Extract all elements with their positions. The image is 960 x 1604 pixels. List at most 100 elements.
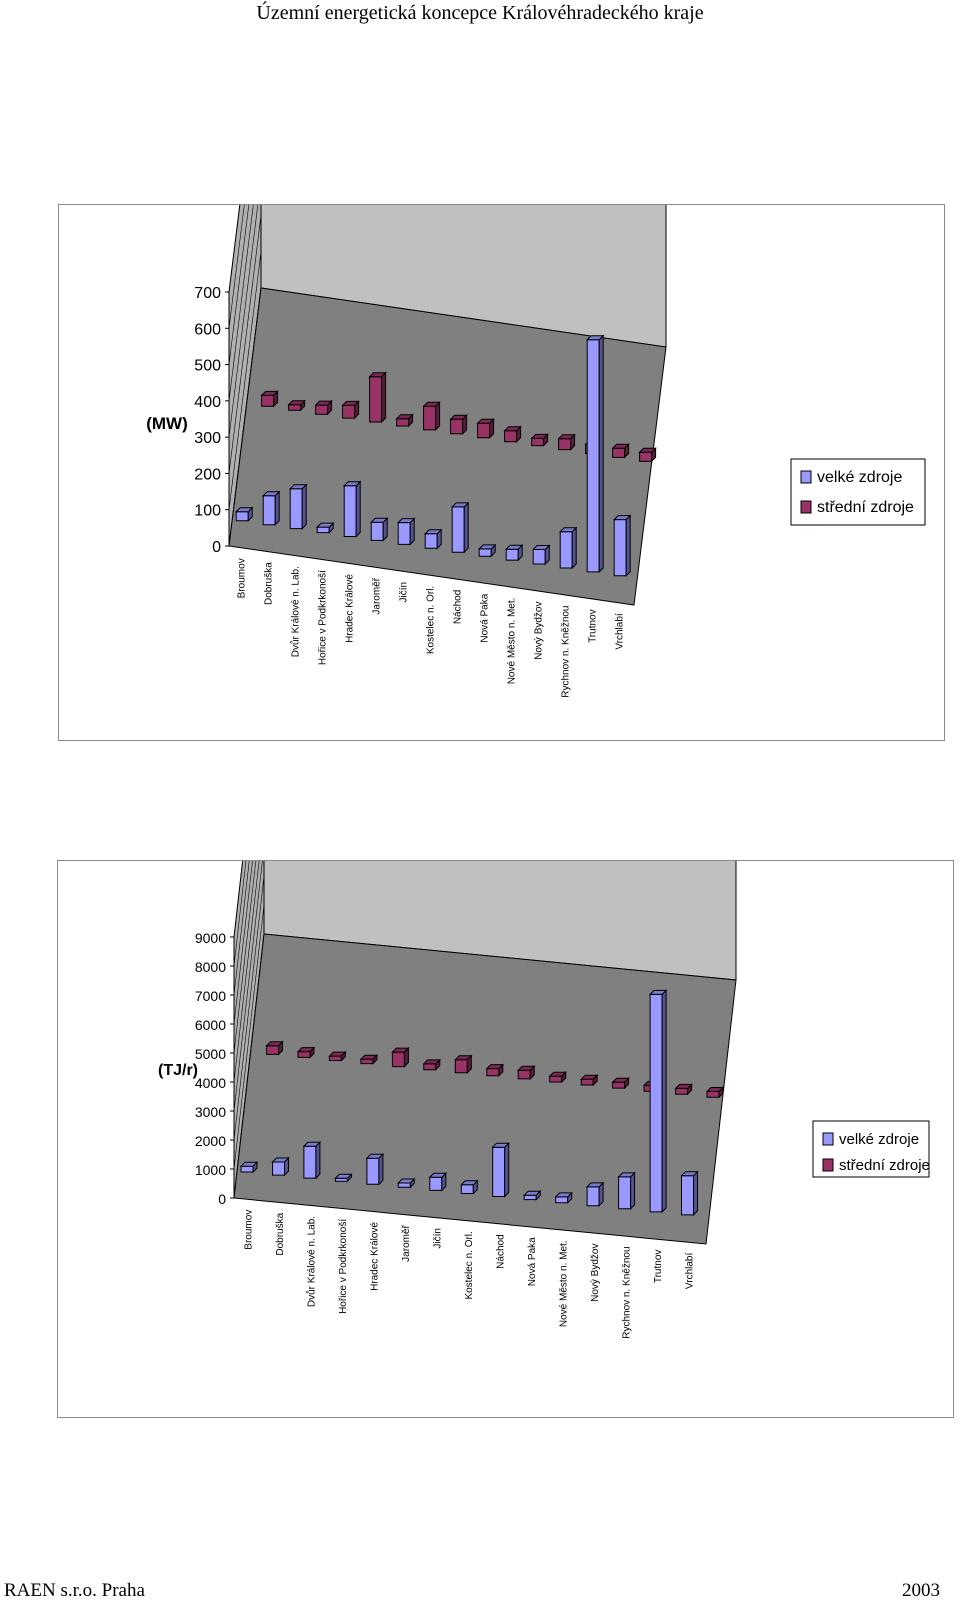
- mw-bar-stredni-top: [314, 400, 333, 406]
- mw-ytick-label: 700: [194, 285, 221, 302]
- mw-category-label: Jaroměř: [372, 577, 383, 614]
- tj-bar-velke-top: [585, 1182, 605, 1188]
- chart-installed-capacity: Instalované výkony ve zdrojích tepla0100…: [58, 33, 945, 741]
- mw-bar-velke-front: [424, 533, 438, 549]
- mw-bar-velke-top: [585, 335, 605, 341]
- chart-heat-production: Výroba tepla ve velkých a středních zdro…: [57, 672, 954, 1418]
- tj-bar-stredni-front: [486, 1068, 500, 1077]
- tj-bar-stredni-front: [328, 1055, 342, 1061]
- mw-bar-velke-side: [274, 490, 280, 526]
- tj-ytick-label: 4000: [195, 1075, 226, 1091]
- tj-bar-velke-front: [555, 1196, 569, 1204]
- tj-gridline: [233, 933, 265, 1199]
- tj-ytick-label: 9000: [195, 930, 226, 946]
- mw-bar-velke-side: [355, 480, 361, 538]
- tj-category-label: Hořice v Podkrkonoší: [338, 1219, 349, 1314]
- footer-year: 2003: [902, 1580, 940, 1601]
- tj-bar-velke-side: [693, 1170, 698, 1217]
- mw-ytick-label: 600: [194, 321, 221, 338]
- tj-bar-stredni-front: [580, 1078, 594, 1086]
- page-header-title: Územní energetická koncepce Královéhrade…: [256, 2, 704, 24]
- mw-category-label: Kostelec n. Orl.: [425, 586, 436, 654]
- mw-bar-velke-side: [625, 514, 631, 578]
- tj-ytick-label: 7000: [195, 988, 226, 1004]
- tj-bar-velke-front: [649, 993, 663, 1213]
- tj-category-label: Nový Bydžov: [590, 1244, 601, 1302]
- mw-bars: [234, 334, 657, 578]
- tj-bar-velke-front: [366, 1157, 380, 1185]
- tj-bar-velke-top: [271, 1157, 290, 1163]
- mw-bar-stredni-top: [611, 443, 630, 449]
- mw-bar-stredni-top: [368, 372, 387, 378]
- tj-bar-velke-front: [397, 1182, 411, 1188]
- mw-bar-stredni-top: [395, 414, 414, 420]
- tj-category-label: Broumov: [244, 1210, 255, 1250]
- mw-legend-box: [790, 458, 926, 526]
- mw-bar-velke-top: [504, 544, 524, 550]
- mw-bar-stredni-front: [612, 447, 626, 458]
- tj-bar-velke-top: [522, 1190, 542, 1196]
- tj-bar-velke-front: [618, 1176, 632, 1210]
- tj-bar-velke-side: [630, 1171, 636, 1211]
- tj-bar-velke-front: [460, 1184, 474, 1194]
- mw-bar-velke-front: [478, 548, 492, 557]
- tj-category-label: Kostelec n. Orl.: [464, 1231, 475, 1299]
- tj-category-label: Hradec Králové: [370, 1222, 381, 1291]
- tj-bar-stredni-top: [328, 1051, 347, 1057]
- tj-bar-velke-side: [504, 1141, 510, 1198]
- tj-gridline: [233, 904, 265, 1170]
- mw-ytick-label: 500: [194, 358, 221, 375]
- mw-bar-stredni-top: [260, 390, 279, 396]
- mw-bar-stredni-front: [396, 418, 410, 427]
- tj-legend-label: velké zdroje: [839, 1131, 919, 1148]
- mw-bar-stredni-side: [435, 401, 441, 432]
- mw-bar-stredni-front: [639, 451, 653, 462]
- tj-bar-velke-front: [240, 1165, 254, 1173]
- mw-bar-stredni-top: [530, 433, 549, 439]
- tj-bar-stredni-front: [297, 1051, 311, 1058]
- mw-legend-label: velké zdroje: [817, 469, 902, 486]
- tj-category-label: Náchod: [495, 1234, 506, 1268]
- mw-bar-velke-top: [342, 481, 362, 487]
- tj-ytick-label: 2000: [195, 1133, 226, 1149]
- mw-bar-velke-side: [598, 334, 604, 574]
- tj-bar-velke-front: [523, 1194, 537, 1201]
- tj-bar-velke-top: [302, 1141, 322, 1147]
- tj-legend: velké zdroje střední zdroje: [812, 1120, 930, 1178]
- mw-category-label: Náchod: [453, 590, 464, 624]
- mw-bar-velke-top: [369, 517, 389, 523]
- mw-bar-stredni-top: [287, 400, 306, 406]
- mw-category-label: Nová Paka: [479, 593, 490, 642]
- tj-bar-velke-top: [460, 1180, 479, 1186]
- mw-bar-velke-side: [301, 483, 307, 530]
- tj-bar-velke-front: [429, 1176, 443, 1191]
- mw-bar-velke-front: [235, 511, 249, 522]
- tj-category-label: Rychnov n. Kněžnou: [621, 1246, 632, 1338]
- tj-bar-velke-top: [239, 1161, 259, 1167]
- mw-bar-velke-top: [396, 518, 416, 524]
- mw-ytick-label: 400: [194, 394, 221, 411]
- mw-bar-stredni-front: [369, 376, 383, 423]
- mw-legend: velké zdroje střední zdroje: [790, 458, 926, 526]
- mw-category-label: Nové Město n. Met.: [506, 598, 517, 685]
- tj-ytick-label: 0: [218, 1191, 226, 1207]
- mw-ytick-label: 100: [194, 503, 221, 520]
- tj-bar-stredni-top: [265, 1041, 284, 1047]
- mw-category-label: Trutnov: [587, 609, 598, 643]
- tj-bar-stredni-top: [359, 1054, 379, 1060]
- tj-bar-stredni-top: [454, 1055, 473, 1061]
- tj-category-label: Nové Město n. Met.: [558, 1240, 569, 1327]
- tj-gridline: [233, 846, 265, 1112]
- mw-bar-velke-top: [558, 527, 578, 533]
- mw-bar-velke-front: [289, 488, 303, 530]
- tj-ytick-label: 8000: [195, 959, 226, 975]
- tj-ytick-label: 5000: [195, 1046, 226, 1062]
- tj-bar-velke-top: [334, 1173, 353, 1179]
- tj-bar-stredni-top: [705, 1087, 725, 1092]
- mw-legend-label: střední zdroje: [817, 499, 914, 516]
- mw-category-label: Jičín: [398, 582, 409, 603]
- chart-installed-capacity-svg: Instalované výkony ve zdrojích tepla0100…: [146, 33, 926, 698]
- mw-bar-velke-front: [559, 531, 573, 569]
- tj-bar-velke-top: [491, 1142, 510, 1148]
- mw-bar-stredni-front: [342, 404, 356, 419]
